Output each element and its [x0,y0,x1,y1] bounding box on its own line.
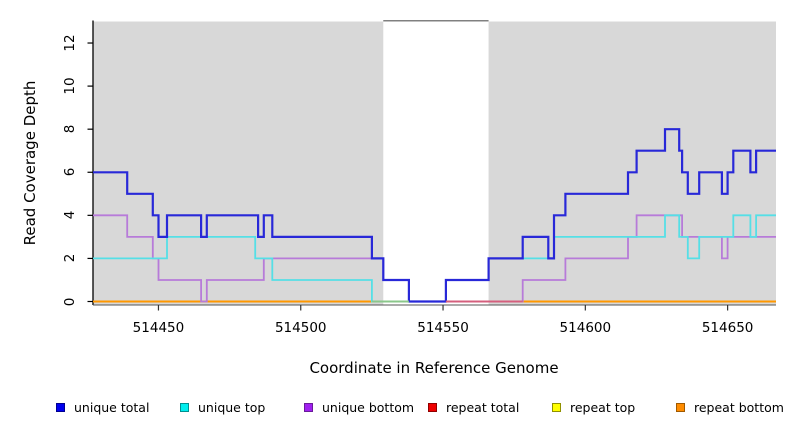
legend-label: unique total [74,399,150,415]
legend-item-repeat-top: repeat top [552,399,635,415]
y-axis-label: Read Coverage Depth [21,80,39,246]
y-tick-label: 0 [62,297,78,306]
series-unique-total [93,128,776,303]
legend-label: unique bottom [322,399,415,415]
x-tick-label: 514450 [132,320,185,336]
series-unique-top [93,214,776,303]
y-tick-label: 8 [62,124,78,134]
unique-total-swatch [56,402,65,412]
legend-item-unique-total: unique total [56,399,149,415]
legend-label: repeat bottom [694,399,784,415]
legend-label: repeat top [570,399,636,415]
legend-item-unique-bottom: unique bottom [304,399,414,415]
x-tick-label: 514500 [274,320,327,336]
x-tick-label: 514550 [417,320,469,336]
unique-bottom-swatch [304,402,313,412]
legend-item-repeat-bottom: repeat bottom [676,399,784,415]
y-tick-label: 6 [62,167,78,177]
y-tick-label: 2 [62,254,78,263]
legend-label: unique top [198,399,266,415]
repeat-bottom-swatch [676,402,685,412]
x-axis-label: Coordinate in Reference Genome [309,359,559,377]
repeat-top-swatch [552,402,561,412]
y-tick-label: 12 [62,34,78,52]
legend-label: repeat total [446,399,520,415]
repeat-total-swatch [428,402,437,412]
y-tick-label: 10 [62,77,78,95]
masked-region [383,21,489,305]
legend-item-repeat-total: repeat total [428,399,519,415]
legend-item-unique-top: unique top [180,399,265,415]
y-tick-label: 4 [62,211,78,220]
x-tick-label: 514600 [559,320,612,336]
x-tick-label: 514650 [701,320,754,336]
unique-top-swatch [180,402,189,412]
